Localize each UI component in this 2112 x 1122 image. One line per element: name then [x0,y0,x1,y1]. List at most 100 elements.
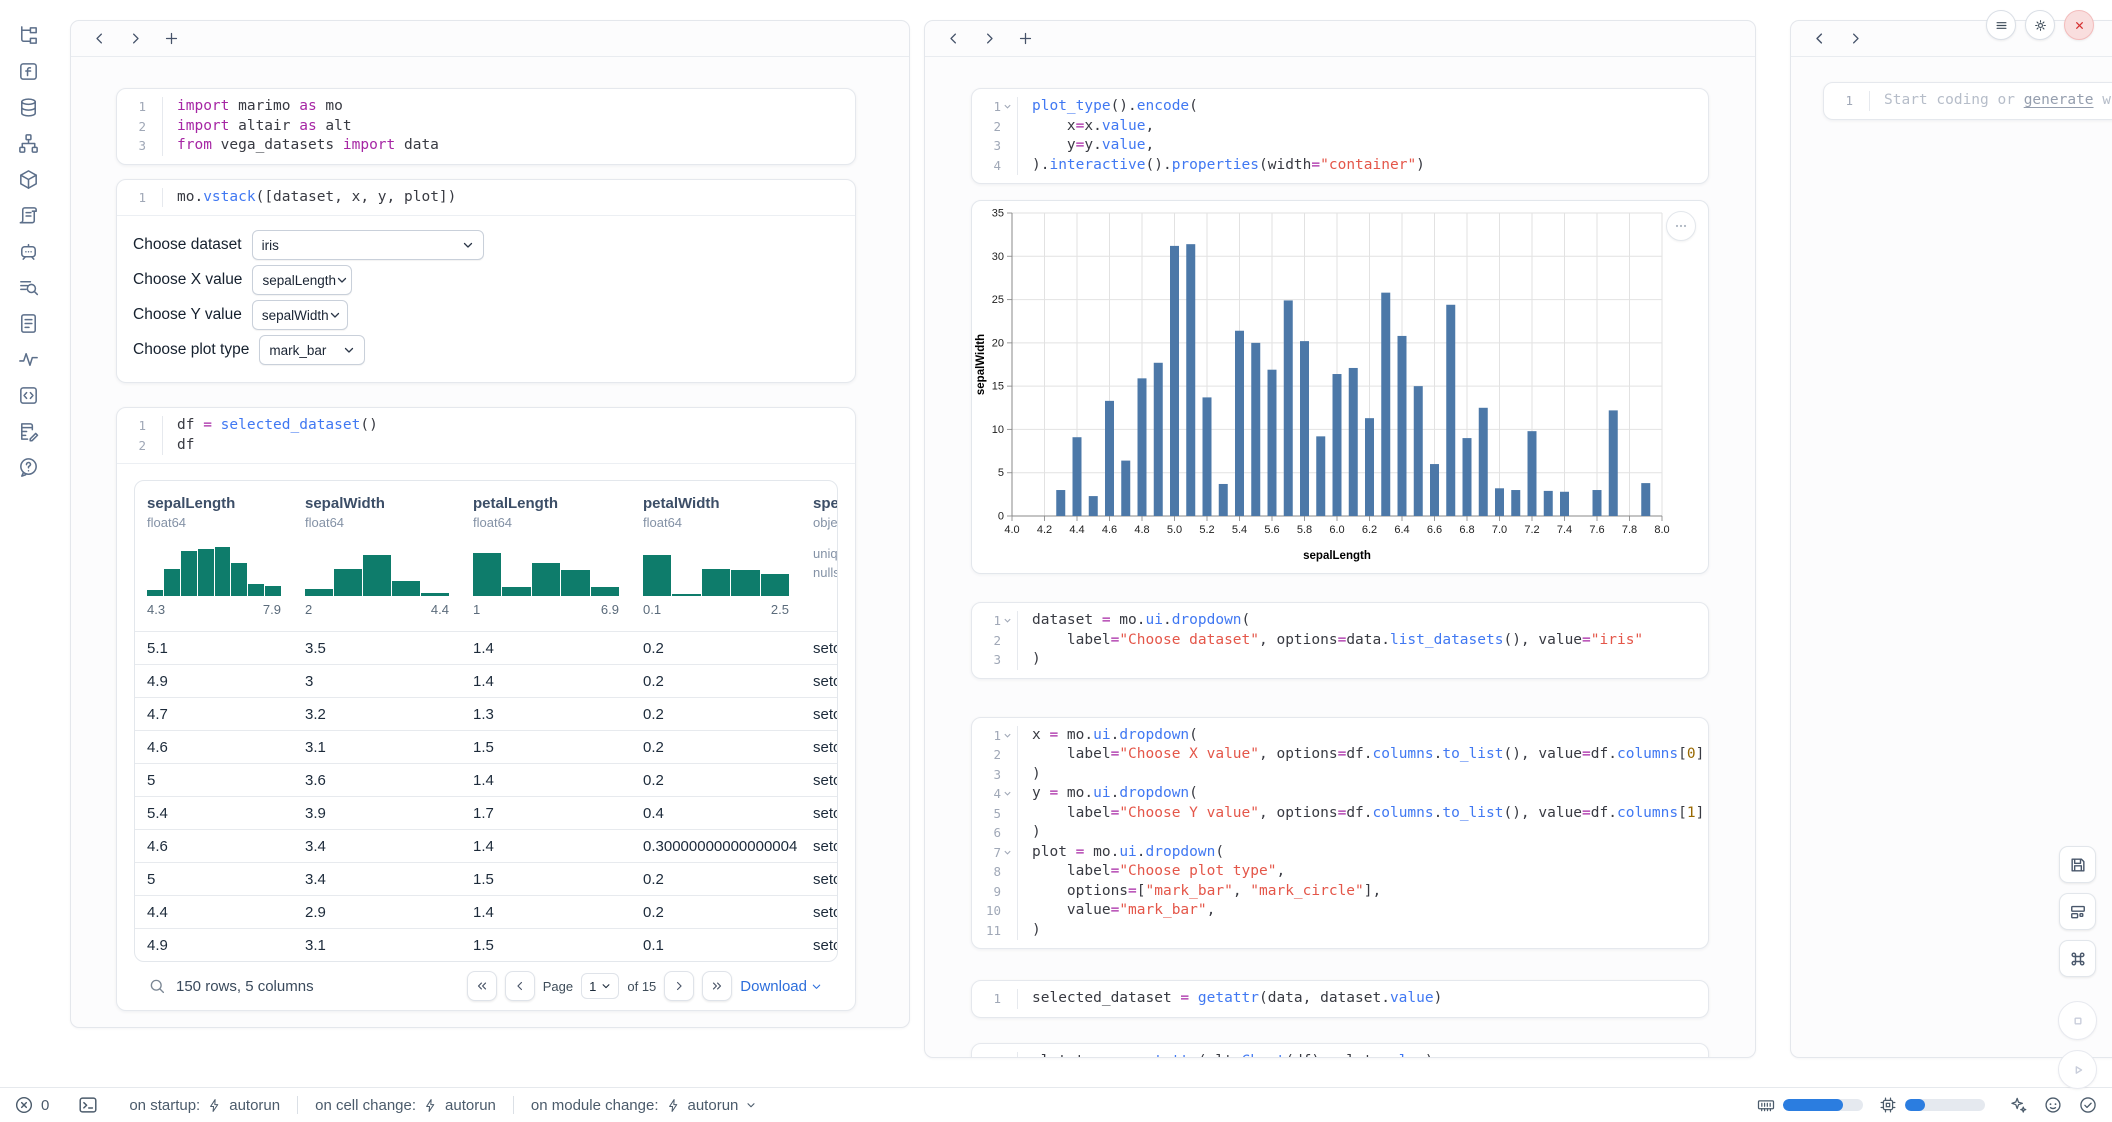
documentation-button[interactable] [17,312,40,335]
snippets-button[interactable] [17,384,40,407]
code-cell-imports[interactable]: 123import marimo as moimport altair as a… [116,88,856,165]
code-cell-plot-type[interactable]: 1plot_type = getattr(alt.Chart(df), plot… [971,1043,1709,1059]
prev-page-button[interactable] [505,971,535,1001]
table-cell: 3 [293,665,461,697]
code-line: plot_type().encode( [1018,97,1708,117]
collapse-mid-button[interactable] [941,27,965,51]
floppy-icon [2068,855,2088,875]
histogram-bar [392,581,420,596]
bar-mark [1333,374,1342,516]
save-button[interactable] [2059,846,2096,883]
scratchpad-back-button[interactable] [1807,27,1831,51]
dataframe-output: sepalLengthfloat644.37.9sepalWidthfloat6… [117,464,855,1010]
runtime-config-on-startup[interactable]: on startup:autorun [129,1097,280,1114]
stop-button[interactable] [2058,1001,2097,1040]
table-row[interactable]: 53.41.50.2setos [135,862,837,895]
code-editor[interactable]: mo.vstack([dataset, x, y, plot]) [163,188,855,208]
functions-button[interactable] [17,60,40,83]
table-row[interactable]: 4.63.11.50.2setos [135,730,837,763]
code-line: ) [1018,650,1708,670]
code-editor[interactable]: plot_type().encode( x=x.value, y=y.value… [1018,97,1708,175]
choose-y-value-select[interactable]: sepalWidth [252,300,348,330]
code-line: ) [1018,921,1708,941]
choose-x-value-select[interactable]: sepalLength [252,265,352,295]
code-editor[interactable]: dataset = mo.ui.dropdown( label="Choose … [1018,611,1708,670]
terminal-icon[interactable] [77,1094,99,1116]
expand-left-button[interactable] [123,27,147,51]
chart-menu-button[interactable] [1666,211,1696,241]
scratchpad-button[interactable] [17,420,40,443]
table-row[interactable]: 53.61.40.2setos [135,763,837,796]
generate-link[interactable]: generate [2024,92,2094,108]
download-button[interactable]: Download [740,978,822,995]
collapse-left-button[interactable] [87,27,111,51]
search-icon[interactable] [148,977,166,995]
code-editor[interactable]: selected_dataset = getattr(data, dataset… [1018,989,1708,1009]
choose-plot-type-select[interactable]: mark_bar [259,335,365,365]
connection-status-icon[interactable] [2078,1095,2098,1115]
code-editor[interactable]: plot_type = getattr(alt.Chart(df), plot.… [1018,1052,1708,1059]
config-label: on cell change: [315,1097,416,1114]
code-editor[interactable]: import marimo as moimport altair as altf… [163,97,855,156]
chat-button[interactable] [17,240,40,263]
code-cell-vstack[interactable]: 1mo.vstack([dataset, x, y, plot]) Choose… [116,179,856,384]
table-row[interactable]: 5.13.51.40.2setos [135,631,837,664]
bar-mark [1235,331,1244,516]
first-page-button[interactable] [467,971,497,1001]
scratchpad-forward-button[interactable] [1843,27,1867,51]
choose-dataset-select[interactable]: iris [252,230,484,260]
layout-button[interactable] [2059,893,2096,930]
histogram-bar [198,549,214,596]
shutdown-button[interactable] [2064,10,2094,40]
code-editor[interactable]: x = mo.ui.dropdown( label="Choose X valu… [1018,726,1708,941]
column-header-sepalLength[interactable]: sepalLengthfloat644.37.9 [135,495,293,631]
packages-button[interactable] [17,168,40,191]
last-page-button[interactable] [702,971,732,1001]
table-row[interactable]: 4.42.91.40.2setos [135,895,837,928]
table-row[interactable]: 4.93.11.50.1setos [135,928,837,961]
code-cell-selected-dataset[interactable]: 1selected_dataset = getattr(data, datase… [971,980,1709,1018]
code-cell-plot-encode[interactable]: 1234plot_type().encode( x=x.value, y=y.v… [971,88,1709,184]
column-header-speci[interactable]: speciobjecuniqunulls: [801,495,838,631]
table-row[interactable]: 4.63.41.40.30000000000000004setos [135,829,837,862]
copilot-icon[interactable] [2043,1095,2063,1115]
code-cell-dataset-dropdown[interactable]: 123dataset = mo.ui.dropdown( label="Choo… [971,602,1709,679]
error-indicator[interactable]: 0 [14,1095,49,1115]
column-dtype: float64 [643,515,801,530]
scratchpad-placeholder[interactable]: Start coding or generate with [1870,91,2112,111]
column-header-sepalWidth[interactable]: sepalWidthfloat6424.4 [293,495,461,631]
page-select[interactable]: 1 [581,973,619,999]
table-row[interactable]: 4.931.40.2setos [135,664,837,697]
column-header-petalLength[interactable]: petalLengthfloat6416.9 [461,495,631,631]
variables-button[interactable] [17,276,40,299]
expand-mid-button[interactable] [977,27,1001,51]
file-explorer-button[interactable] [17,24,40,47]
add-cell-button[interactable] [1013,27,1037,51]
datasources-button[interactable] [17,96,40,119]
column-header-petalWidth[interactable]: petalWidthfloat640.12.5 [631,495,801,631]
code-cell-xy-dropdowns[interactable]: 1234567891011x = mo.ui.dropdown( label="… [971,717,1709,950]
next-page-button[interactable] [664,971,694,1001]
run-all-button[interactable] [2058,1050,2097,1089]
ai-sparkle-icon[interactable] [2008,1095,2028,1115]
table-row[interactable]: 4.73.21.30.2setos [135,697,837,730]
selected-value: iris [262,238,279,253]
bar-chart[interactable]: 4.04.24.44.64.85.05.25.45.65.86.06.26.46… [972,201,1708,573]
help-button[interactable] [17,456,40,479]
table-row[interactable]: 5.43.91.70.4setos [135,796,837,829]
runtime-config-on-module-change[interactable]: on module change:autorun [531,1097,757,1114]
add-cell-button[interactable] [159,27,183,51]
tracing-button[interactable] [17,348,40,371]
scratchpad-cell[interactable]: 1 Start coding or generate with [1823,82,2112,120]
keyboard-shortcuts-button[interactable] [2059,940,2096,977]
code-cell-df[interactable]: 12df = selected_dataset()df sepalLengthf… [116,407,856,1011]
runtime-config-on-cell-change[interactable]: on cell change:autorun [315,1097,496,1114]
settings-button[interactable] [2025,10,2055,40]
dependencies-button[interactable] [17,132,40,155]
logs-button[interactable] [17,204,40,227]
altair-chart-output[interactable]: 4.04.24.44.64.85.05.25.45.65.86.06.26.46… [971,200,1709,574]
menu-button[interactable] [1986,10,2016,40]
svg-text:10: 10 [992,424,1004,436]
code-line: value="mark_bar", [1018,901,1708,921]
code-editor[interactable]: df = selected_dataset()df [163,416,855,455]
